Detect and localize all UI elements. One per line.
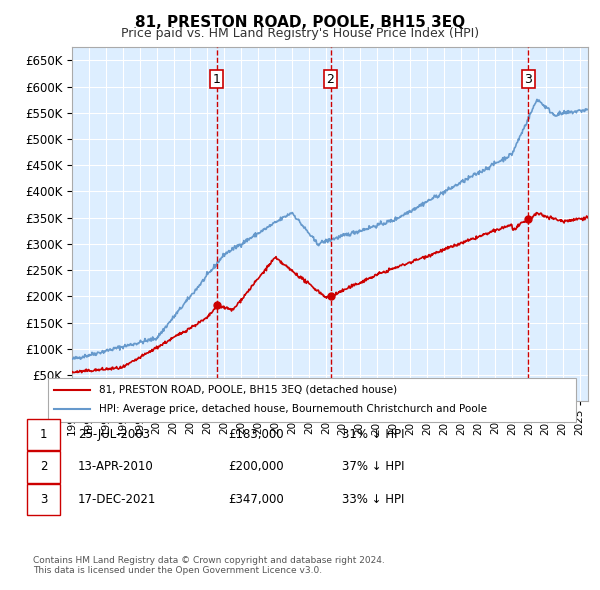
Text: 31% ↓ HPI: 31% ↓ HPI [342,428,404,441]
Text: £200,000: £200,000 [228,460,284,473]
Text: Price paid vs. HM Land Registry's House Price Index (HPI): Price paid vs. HM Land Registry's House … [121,27,479,40]
Text: 81, PRESTON ROAD, POOLE, BH15 3EQ (detached house): 81, PRESTON ROAD, POOLE, BH15 3EQ (detac… [99,385,397,395]
Text: 81, PRESTON ROAD, POOLE, BH15 3EQ: 81, PRESTON ROAD, POOLE, BH15 3EQ [135,15,465,30]
Text: 3: 3 [524,73,532,86]
Text: 2: 2 [326,73,334,86]
Text: £347,000: £347,000 [228,493,284,506]
Text: 25-JUL-2003: 25-JUL-2003 [78,428,150,441]
Text: £183,000: £183,000 [228,428,284,441]
Text: 37% ↓ HPI: 37% ↓ HPI [342,460,404,473]
Text: 13-APR-2010: 13-APR-2010 [78,460,154,473]
Text: 1: 1 [40,428,47,441]
Text: HPI: Average price, detached house, Bournemouth Christchurch and Poole: HPI: Average price, detached house, Bour… [99,405,487,414]
Text: 2: 2 [40,460,47,473]
Text: 3: 3 [40,493,47,506]
Text: 17-DEC-2021: 17-DEC-2021 [78,493,157,506]
Text: 1: 1 [213,73,221,86]
Text: Contains HM Land Registry data © Crown copyright and database right 2024.
This d: Contains HM Land Registry data © Crown c… [33,556,385,575]
Text: 33% ↓ HPI: 33% ↓ HPI [342,493,404,506]
